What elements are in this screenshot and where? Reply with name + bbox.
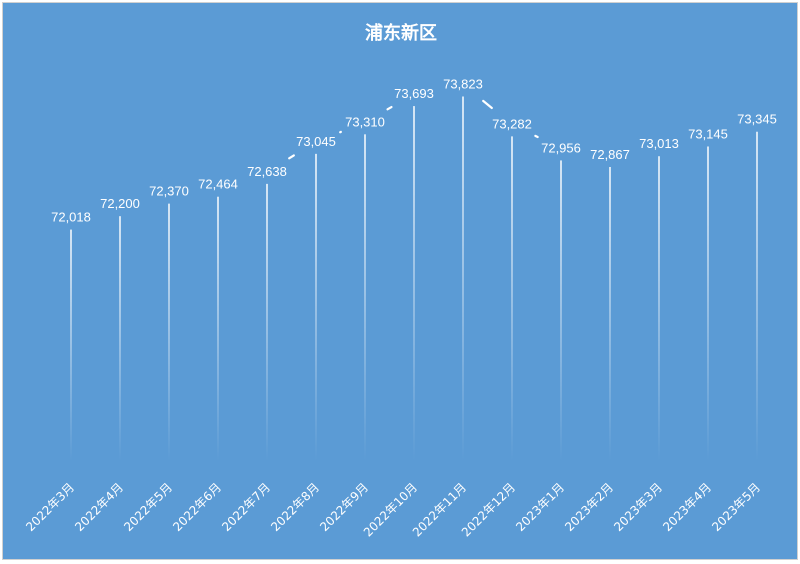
data-label-15: 73,345 <box>737 112 777 127</box>
drop-line-1 <box>70 229 72 461</box>
data-label-4: 72,464 <box>198 177 238 192</box>
line-chart: 浦东新区 72,018 72,200 72,370 72,464 72,638 73,04… <box>23 22 777 539</box>
series-segment-10 <box>534 134 539 139</box>
data-label-7: 73,310 <box>345 114 385 129</box>
data-label-6: 73,045 <box>296 134 336 149</box>
x-tick-label-1: 2022年3月 <box>23 480 77 534</box>
drop-line-6 <box>315 153 317 461</box>
data-label-2: 72,200 <box>100 196 140 211</box>
series-segment-7 <box>386 105 393 111</box>
drop-line-13 <box>658 156 660 462</box>
series-segment-5 <box>288 154 295 160</box>
data-label-8: 73,693 <box>394 86 434 101</box>
drop-line-11 <box>560 160 562 461</box>
drop-line-15 <box>756 131 758 461</box>
data-label-10: 73,282 <box>492 116 532 131</box>
data-label-12: 72,867 <box>590 147 630 162</box>
series-segment-9 <box>482 99 493 110</box>
data-label-9: 73,823 <box>443 76 483 91</box>
drop-line-4 <box>217 196 219 462</box>
data-label-5: 72,638 <box>247 164 287 179</box>
data-label-1: 72,018 <box>51 210 91 225</box>
drop-line-7 <box>364 134 366 462</box>
drop-line-2 <box>119 216 121 461</box>
data-label-13: 73,013 <box>639 136 679 151</box>
x-tick-label-4: 2022年6月 <box>170 480 224 534</box>
x-tick-label-2: 2022年4月 <box>72 480 126 534</box>
x-tick-label-13: 2023年3月 <box>611 480 665 534</box>
drop-line-9 <box>462 96 464 461</box>
drop-line-10 <box>511 136 513 461</box>
chart-title: 浦东新区 <box>365 22 437 44</box>
x-tick-label-5: 2022年7月 <box>219 480 273 534</box>
x-tick-label-12: 2023年2月 <box>562 480 616 534</box>
x-tick-label-14: 2023年4月 <box>660 480 714 534</box>
x-tick-label-11: 2023年1月 <box>513 480 567 534</box>
drop-line-14 <box>707 146 709 462</box>
x-tick-label-3: 2022年5月 <box>121 480 175 534</box>
drop-line-8 <box>413 106 415 461</box>
x-tick-label-6: 2022年8月 <box>268 480 322 534</box>
data-label-3: 72,370 <box>149 184 189 199</box>
drop-line-5 <box>266 183 268 461</box>
drop-line-3 <box>168 203 170 461</box>
x-tick-label-15: 2023年5月 <box>709 480 763 534</box>
data-label-14: 73,145 <box>688 126 728 141</box>
drop-line-12 <box>609 166 611 462</box>
data-label-11: 72,956 <box>541 140 581 155</box>
